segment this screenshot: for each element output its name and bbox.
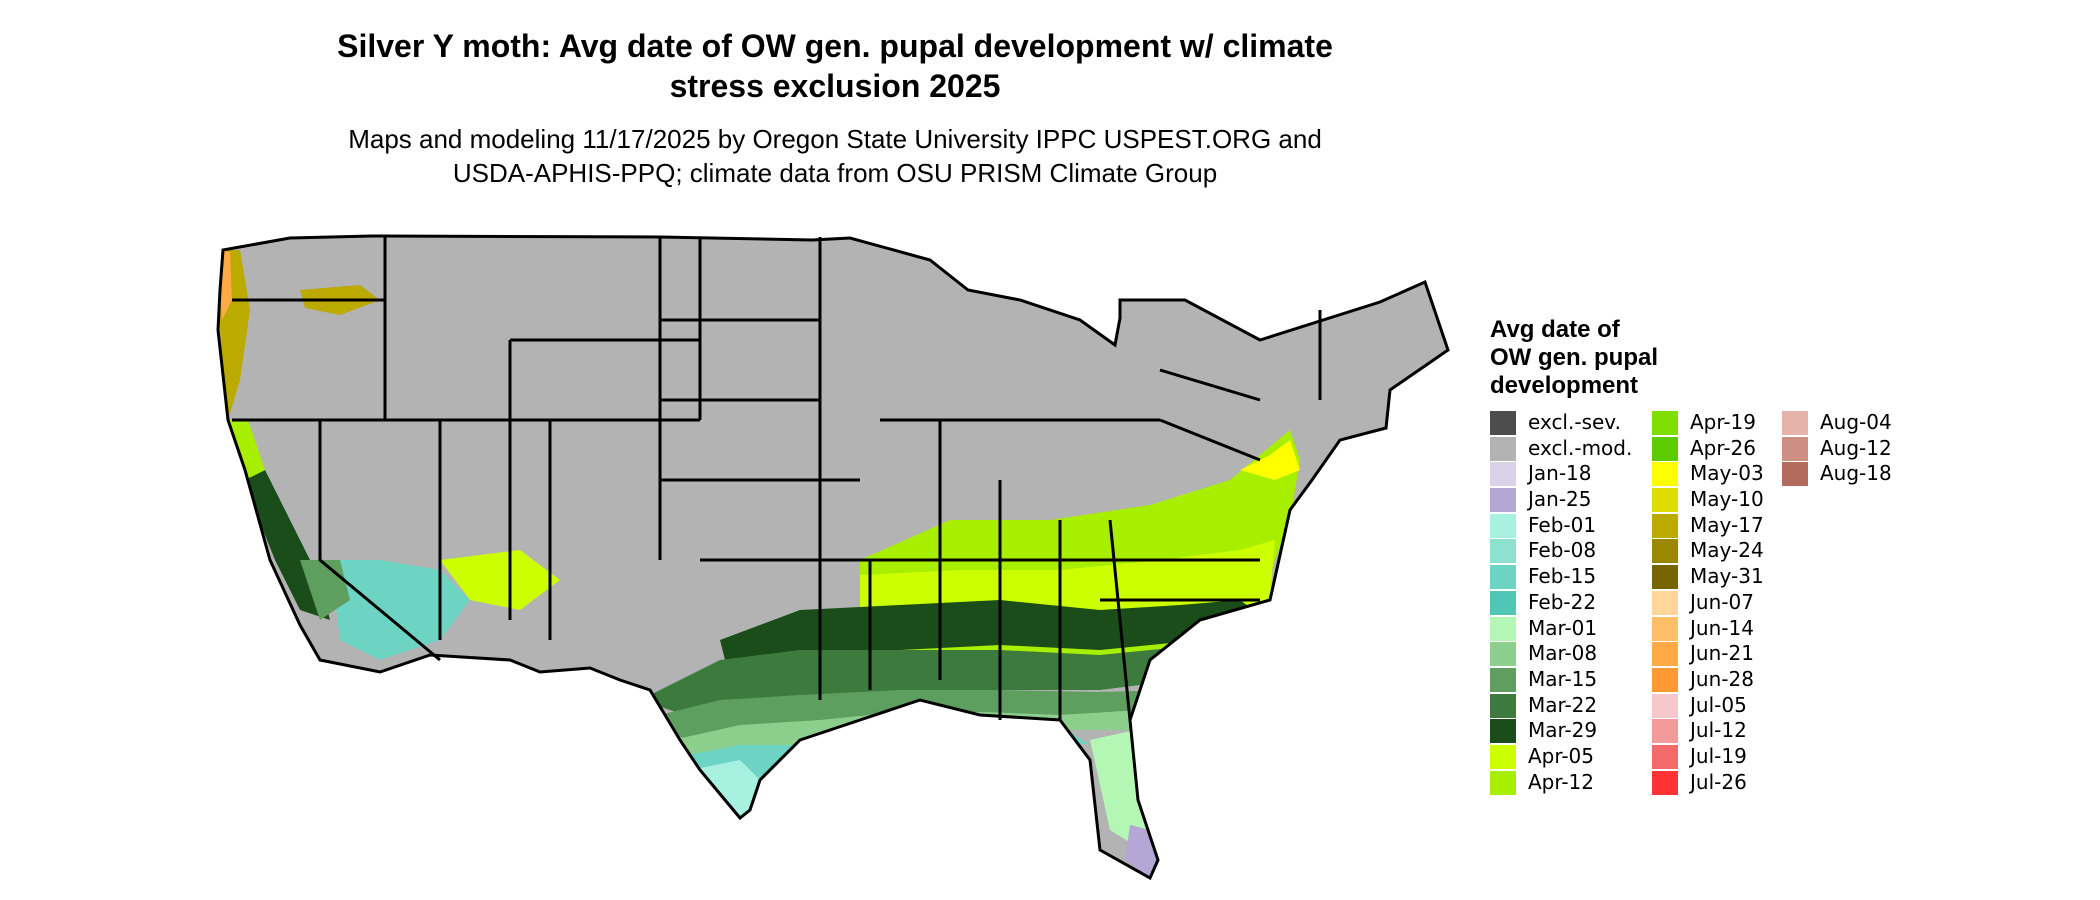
legend-label: May-03 <box>1690 461 1764 486</box>
legend-swatch <box>1652 513 1678 538</box>
legend-label: May-31 <box>1690 564 1764 589</box>
legend-label: Jan-18 <box>1528 461 1592 486</box>
legend-label: Aug-18 <box>1820 461 1892 486</box>
legend-swatch <box>1782 436 1808 461</box>
legend-label: Jun-14 <box>1690 615 1754 640</box>
legend-swatch <box>1652 539 1678 564</box>
zone-sw-desert-feb <box>330 560 470 660</box>
legend-swatch <box>1490 436 1516 461</box>
legend-swatch <box>1490 462 1516 487</box>
legend-label: Jun-21 <box>1690 641 1754 666</box>
legend-label: Feb-08 <box>1528 538 1597 563</box>
legend-swatch <box>1652 488 1678 513</box>
map-title-line-1: Silver Y moth: Avg date of OW gen. pupal… <box>337 28 1333 64</box>
legend-swatch <box>1490 411 1516 435</box>
legend-swatch <box>1652 693 1678 718</box>
legend-label: excl.-mod. <box>1528 435 1633 460</box>
zone-sw-apr <box>440 550 560 610</box>
legend-swatch <box>1652 436 1678 461</box>
us-map <box>216 234 1450 881</box>
legend-swatch <box>1490 488 1516 513</box>
legend-swatch <box>1652 667 1678 692</box>
map-title-line-2: stress exclusion 2025 <box>669 68 1001 104</box>
legend-label: Aug-04 <box>1820 410 1892 434</box>
legend-swatch <box>1490 590 1516 615</box>
legend-label: Apr-05 <box>1528 743 1594 768</box>
legend-label: Jul-12 <box>1690 718 1747 743</box>
legend-swatch <box>1652 642 1678 667</box>
legend-swatch <box>1652 744 1678 769</box>
legend-swatch <box>1490 513 1516 538</box>
legend-label: May-17 <box>1690 512 1764 537</box>
legend-label: Apr-12 <box>1528 769 1594 794</box>
legend-swatch <box>1652 590 1678 615</box>
legend-label: Mar-29 <box>1528 718 1598 743</box>
state-lines-west <box>232 236 702 662</box>
legend-swatch <box>1782 462 1808 487</box>
map-subtitle-line-2: USDA-APHIS-PPQ; climate data from OSU PR… <box>452 158 1218 188</box>
state-lines-east <box>880 310 1322 721</box>
legend-swatch <box>1652 616 1678 641</box>
legend-label: Feb-01 <box>1528 512 1597 537</box>
legend-swatch <box>1652 565 1678 590</box>
legend-label: Mar-01 <box>1528 615 1598 640</box>
legend-title-line-3: development <box>1490 372 1639 399</box>
legend-label: Jul-05 <box>1690 692 1747 717</box>
legend-label: Aug-12 <box>1820 435 1892 460</box>
legend-swatch <box>1782 411 1808 435</box>
legend-label: May-24 <box>1690 538 1764 563</box>
legend-swatch <box>1652 770 1678 795</box>
legend-label: May-10 <box>1690 487 1764 512</box>
state-borders <box>216 234 1450 881</box>
state-lines-central <box>658 237 1260 700</box>
map-subtitle-line-1: Maps and modeling 11/17/2025 by Oregon S… <box>348 124 1322 154</box>
legend-label: Jun-28 <box>1690 666 1754 691</box>
legend-swatch <box>1652 462 1678 487</box>
legend-swatch <box>1490 565 1516 590</box>
map-subtitle: Maps and modeling 11/17/2025 by Oregon S… <box>270 122 1400 190</box>
legend-swatch <box>1490 616 1516 641</box>
legend-swatch <box>1490 642 1516 667</box>
zone-feb-01 <box>690 760 760 818</box>
legend-swatch <box>1490 719 1516 744</box>
phenology-zones <box>218 250 1300 878</box>
legend-swatch <box>1490 667 1516 692</box>
legend-label: Jul-26 <box>1690 769 1747 794</box>
legend-label: Mar-15 <box>1528 666 1598 691</box>
legend-label: excl.-sev. <box>1528 410 1621 434</box>
legend-title: Avg date of OW gen. pupal development <box>1490 316 1750 400</box>
map-title: Silver Y moth: Avg date of OW gen. pupal… <box>270 26 1400 106</box>
legend-label: Mar-22 <box>1528 692 1598 717</box>
legend-label: Jun-07 <box>1690 589 1754 614</box>
legend-label: Jan-25 <box>1528 487 1592 512</box>
legend-label: Apr-19 <box>1690 410 1756 434</box>
legend-label: Feb-22 <box>1528 589 1597 614</box>
legend-title-line-2: OW gen. pupal <box>1490 344 1658 371</box>
zone-mar-01 <box>1090 730 1158 860</box>
zone-may-03-mid-atlantic <box>1240 440 1300 480</box>
zone-ca-apr-12 <box>228 420 265 480</box>
legend-label: Jul-19 <box>1690 743 1747 768</box>
us-land <box>218 236 1448 878</box>
legend-label: Apr-26 <box>1690 435 1756 460</box>
legend-swatch <box>1490 539 1516 564</box>
legend-label: Feb-15 <box>1528 564 1597 589</box>
legend-swatch <box>1490 693 1516 718</box>
legend-swatch <box>1490 770 1516 795</box>
legend-title-line-1: Avg date of <box>1490 316 1620 343</box>
legend-swatch <box>1490 744 1516 769</box>
legend-swatch <box>1652 719 1678 744</box>
zone-mar-29 <box>720 600 1260 680</box>
legend-label: Mar-08 <box>1528 641 1598 666</box>
legend-swatch <box>1652 411 1678 435</box>
us-outline <box>216 234 1450 881</box>
